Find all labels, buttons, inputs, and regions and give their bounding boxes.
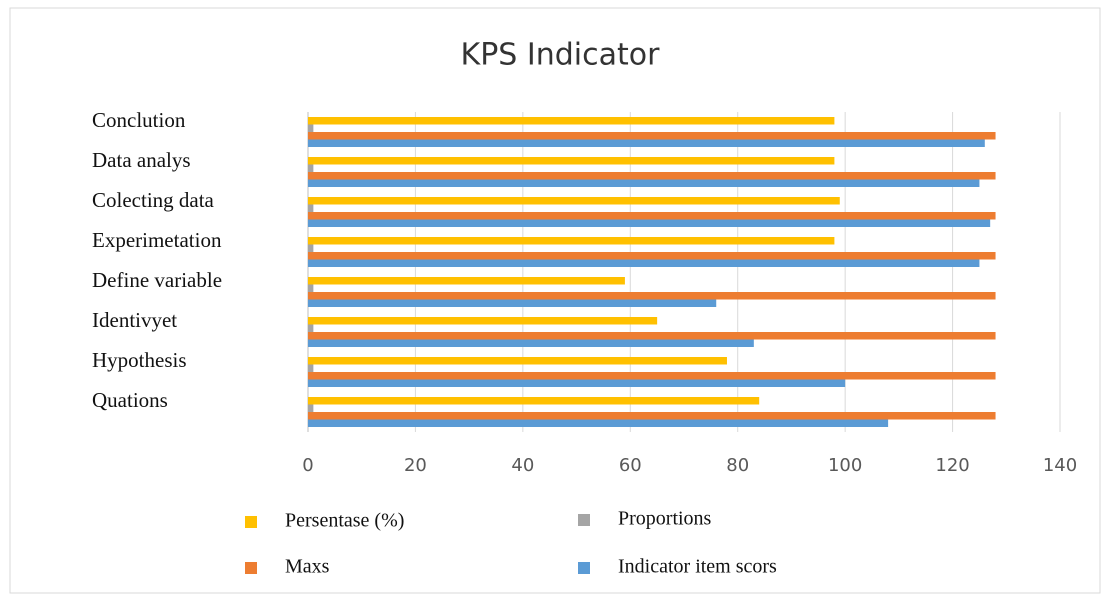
x-tick-label: 60 bbox=[619, 455, 642, 476]
y-tick-label: Experimetation bbox=[92, 228, 222, 252]
bar bbox=[308, 299, 717, 307]
x-tick-label: 80 bbox=[726, 455, 749, 476]
y-tick-label: Define variable bbox=[92, 268, 222, 292]
y-tick-label: Quations bbox=[92, 388, 168, 412]
legend-swatch bbox=[578, 562, 590, 574]
bar bbox=[308, 212, 996, 220]
y-tick-label: Conclution bbox=[92, 108, 186, 132]
bar bbox=[308, 252, 996, 260]
bar bbox=[308, 197, 840, 205]
x-tick-label: 120 bbox=[935, 455, 969, 476]
bar bbox=[308, 157, 835, 165]
legend-swatch bbox=[578, 514, 590, 526]
bar bbox=[308, 204, 314, 212]
x-tick-label: 140 bbox=[1043, 455, 1077, 476]
bar bbox=[308, 317, 658, 325]
y-tick-label: Colecting data bbox=[92, 188, 215, 212]
bar bbox=[308, 139, 985, 147]
bar bbox=[308, 179, 980, 187]
y-tick-label: Hypothesis bbox=[92, 348, 187, 372]
x-tick-label: 0 bbox=[302, 455, 313, 476]
bar bbox=[308, 324, 314, 332]
bar bbox=[308, 277, 625, 285]
chart-title: KPS Indicator bbox=[461, 38, 661, 73]
legend-label: Persentase (%) bbox=[285, 510, 404, 532]
y-tick-label: Data analys bbox=[92, 148, 191, 172]
bar bbox=[308, 164, 314, 172]
bar bbox=[308, 132, 996, 140]
bar bbox=[308, 364, 314, 372]
bar bbox=[308, 219, 991, 227]
bar bbox=[308, 332, 996, 340]
x-tick-label: 20 bbox=[404, 455, 427, 476]
bar bbox=[308, 292, 996, 300]
legend-label: Proportions bbox=[618, 508, 712, 530]
bar bbox=[308, 339, 754, 347]
bar bbox=[308, 419, 889, 427]
bar bbox=[308, 284, 314, 292]
x-tick-label: 40 bbox=[511, 455, 534, 476]
bar bbox=[308, 244, 314, 252]
legend-label: Maxs bbox=[285, 556, 330, 578]
bar bbox=[308, 117, 835, 125]
bar bbox=[308, 397, 760, 405]
legend-label: Indicator item scors bbox=[618, 556, 777, 578]
bar bbox=[308, 172, 996, 180]
bar bbox=[308, 237, 835, 245]
bar bbox=[308, 372, 996, 380]
x-tick-label: 100 bbox=[828, 455, 862, 476]
legend-swatch bbox=[245, 562, 257, 574]
bar bbox=[308, 404, 314, 412]
bar bbox=[308, 379, 846, 387]
bar bbox=[308, 124, 314, 132]
legend-swatch bbox=[245, 516, 257, 528]
y-tick-label: Identivyet bbox=[92, 308, 177, 332]
bar bbox=[308, 357, 727, 365]
bar bbox=[308, 412, 996, 420]
bar bbox=[308, 259, 980, 267]
